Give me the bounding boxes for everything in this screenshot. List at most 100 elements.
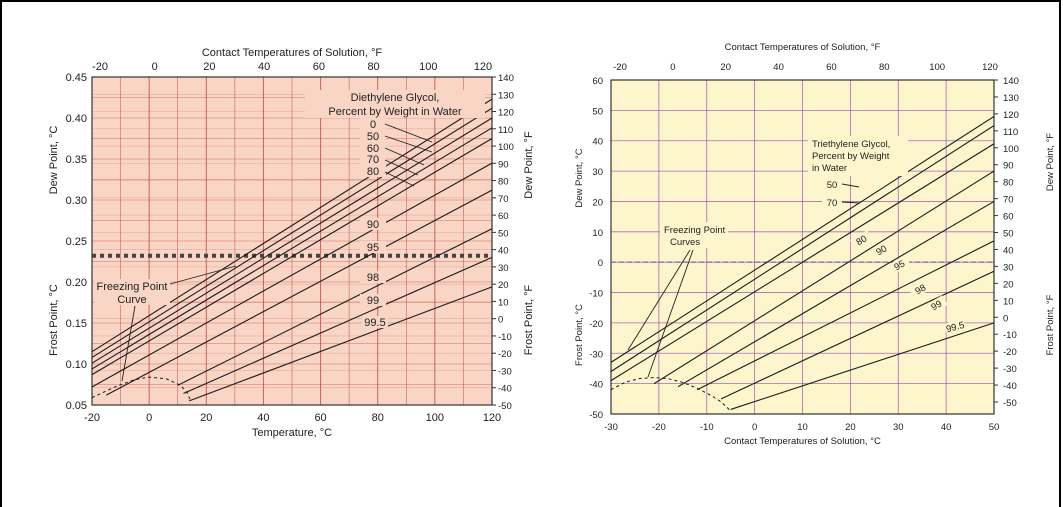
series-label-bg <box>360 142 386 154</box>
top-tick-label: 120 <box>474 61 492 73</box>
x-tick-label: 40 <box>257 412 269 424</box>
right-axis-title-dew: Dew Point, °F <box>523 131 535 199</box>
series-label-99: 99 <box>367 295 379 307</box>
legend-arrow-50 <box>841 183 860 188</box>
freezing-label-box <box>94 279 170 305</box>
right-tick-label: 80 <box>498 177 509 188</box>
triethylene-glycol-chart: -30 -20 -10 0 10 20 30 40 50 Contact Temperatures… <box>574 42 1056 447</box>
series-label-80: 80 <box>367 166 379 178</box>
right-tick-label: -20 <box>1003 347 1017 358</box>
right-tick-label: 60 <box>498 211 509 222</box>
series-line-99 <box>720 270 995 400</box>
right-tick-label: 80 <box>1003 178 1014 189</box>
series-line-0 <box>91 98 493 353</box>
x-axis-title: Temperature, °C <box>252 427 332 439</box>
series-line-60 <box>91 117 493 364</box>
plot-border <box>610 79 995 415</box>
right-tick-label: 20 <box>498 280 509 291</box>
right-tick-label: 30 <box>498 263 509 274</box>
right-tick-label: -10 <box>498 332 512 343</box>
freezing-arrow-1 <box>627 249 691 351</box>
right-tick-label: -40 <box>498 384 512 395</box>
y-tick-label: -50 <box>589 410 603 421</box>
right-tick-label: 140 <box>1003 76 1019 87</box>
y-tick-label: 0.40 <box>66 113 87 125</box>
x-tick-label: 0 <box>752 422 757 433</box>
y-axis-title-frost: Frost Point, °C <box>48 284 60 356</box>
series-label-99-5: 99.5 <box>945 320 966 335</box>
freezing-arrow-2 <box>647 249 694 378</box>
series-label-bg <box>360 218 386 230</box>
y-tick-label: -30 <box>589 349 603 360</box>
y-tick-label: 0.30 <box>66 195 87 207</box>
right-tick-label: 20 <box>1003 279 1014 290</box>
top-tick-label: 40 <box>258 61 270 73</box>
legend-title-2: Percent by Weight <box>812 151 890 162</box>
legend-title-1: Triethylene Glycol, <box>812 139 890 150</box>
top-axis-title: Contact Temperatures of Solution, °F <box>202 47 383 59</box>
y-tick-label: 0 <box>598 258 603 269</box>
legend-arrow-70 <box>841 201 861 204</box>
legend-arrow <box>384 135 433 153</box>
y-tick-label: 0.10 <box>66 359 87 371</box>
series-label-bg <box>908 279 932 299</box>
right-tick-label: 100 <box>498 142 514 153</box>
series-label-bg <box>822 197 842 208</box>
y-tick-label: 0.35 <box>66 154 87 166</box>
series-line-98 <box>177 228 493 386</box>
x-tick-label: 20 <box>845 422 856 433</box>
series-label-bg <box>360 165 386 177</box>
right-tick-label: 110 <box>498 125 513 136</box>
series-line-98 <box>696 240 995 391</box>
series-label-90: 90 <box>874 243 889 258</box>
freezing-arrow-2 <box>121 305 136 382</box>
x-tick-label: 30 <box>893 422 904 433</box>
right-tick-label: -50 <box>1003 398 1017 409</box>
y-tick-label: 50 <box>592 106 603 117</box>
right-tick-label: 0 <box>498 315 503 326</box>
series-label-70: 70 <box>827 198 838 209</box>
right-axis-title-frost: Frost Point, °F <box>1045 294 1056 355</box>
y-tick-label: -10 <box>589 289 603 300</box>
right-tick-label: 120 <box>498 108 514 119</box>
top-tick-label: 100 <box>419 61 437 73</box>
right-tick-label: 90 <box>1003 161 1014 172</box>
right-tick-label: 50 <box>1003 229 1014 240</box>
right-tick-label: -30 <box>1003 364 1017 375</box>
right-tick-label: 90 <box>498 159 509 170</box>
series-line-80 <box>91 138 493 376</box>
x-tick-label: 80 <box>372 412 384 424</box>
series-label-bg <box>924 295 948 315</box>
y-tick-label: 30 <box>592 167 603 178</box>
x-tick-label: 100 <box>426 412 444 424</box>
freezing-label-1: Freezing Point <box>664 225 726 236</box>
plot-border <box>91 76 493 406</box>
freezing-label-2: Curve <box>117 294 146 306</box>
series-label-bg <box>360 294 386 306</box>
right-tick-label: 110 <box>1003 127 1018 138</box>
freezing-label-1: Freezing Point <box>97 281 168 293</box>
series-label-bg <box>362 316 388 328</box>
top-tick-label: 80 <box>879 62 890 73</box>
x-tick-label: -10 <box>700 422 714 433</box>
series-line-90 <box>91 162 493 388</box>
right-tick-label: 10 <box>498 297 509 308</box>
right-axis-title-dew: Dew Point, °F <box>1045 133 1056 191</box>
series-label-95: 95 <box>892 258 907 273</box>
series-label-bg <box>360 130 386 142</box>
series-label-99-5: 99.5 <box>364 317 385 329</box>
y-tick-label: 20 <box>592 197 603 208</box>
right-tick-label: 120 <box>1003 110 1019 121</box>
top-tick-label: -20 <box>92 61 108 73</box>
series-label-70: 70 <box>367 154 379 166</box>
top-tick-label: 120 <box>982 62 998 73</box>
top-tick-label: 20 <box>720 62 731 73</box>
freezing-label-2: Curves <box>670 237 700 248</box>
y-axis-title-dew: Dew Point, °C <box>574 148 585 207</box>
series-label-bg <box>822 179 842 190</box>
y-tick-label: 0.25 <box>66 236 87 248</box>
y-tick-label: -40 <box>589 380 603 391</box>
x-tick-label: 0 <box>146 412 152 424</box>
series-line-99-5 <box>730 322 995 410</box>
series-line-99-5 <box>188 286 493 402</box>
